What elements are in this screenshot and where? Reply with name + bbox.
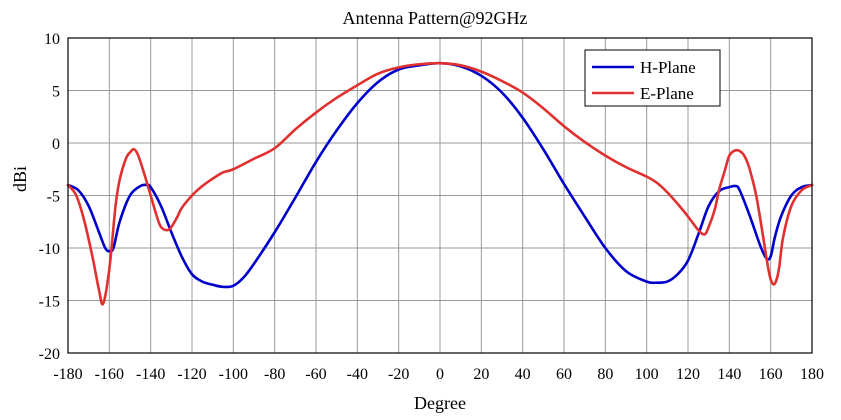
x-tick-label: 0 xyxy=(436,366,444,383)
x-tick-label: 40 xyxy=(515,366,531,383)
x-tick-label: 120 xyxy=(676,366,700,383)
series-lines xyxy=(66,61,814,306)
series-line-e-plane xyxy=(66,61,814,306)
y-tick-label: -20 xyxy=(39,346,60,363)
y-tick-label: -10 xyxy=(39,241,60,258)
x-tick-label: 80 xyxy=(597,366,613,383)
y-tick-label: -15 xyxy=(39,294,60,311)
x-tick-label: -140 xyxy=(136,366,165,383)
y-tick-label: 0 xyxy=(52,136,60,153)
legend-label-h-plane: H-Plane xyxy=(640,58,696,77)
x-tick-label: 100 xyxy=(635,366,659,383)
chart-title: Antenna Pattern@92GHz xyxy=(342,8,527,28)
x-tick-label: -80 xyxy=(264,366,285,383)
x-tick-label: -120 xyxy=(177,366,206,383)
y-tick-label: 5 xyxy=(52,84,60,101)
x-axis-label: Degree xyxy=(414,393,466,413)
legend: H-Plane E-Plane xyxy=(584,49,721,107)
grid xyxy=(67,37,813,354)
x-tick-label: 140 xyxy=(717,366,741,383)
x-tick-label: -20 xyxy=(388,366,409,383)
y-axis-label: dBi xyxy=(10,166,30,192)
x-tick-labels: -180 -160 -140 -120 -100 -80 -60 -40 -20 0 20 40 60 8… xyxy=(53,366,824,383)
x-tick-label: 60 xyxy=(556,366,572,383)
x-tick-label: -40 xyxy=(347,366,368,383)
x-tick-label: -100 xyxy=(219,366,248,383)
x-tick-label: 160 xyxy=(759,366,783,383)
legend-box xyxy=(584,49,721,107)
x-tick-label: -60 xyxy=(305,366,326,383)
legend-label-e-plane: E-Plane xyxy=(640,84,694,103)
plot-area xyxy=(67,37,813,354)
y-tick-label: -5 xyxy=(47,189,60,206)
x-tick-label: 180 xyxy=(800,366,824,383)
x-tick-label: -160 xyxy=(95,366,124,383)
y-tick-label: 10 xyxy=(44,31,60,48)
y-tick-labels: -20 -15 -10 -5 0 5 10 xyxy=(39,31,60,363)
x-tick-label: 20 xyxy=(473,366,489,383)
x-tick-label: -180 xyxy=(53,366,82,383)
